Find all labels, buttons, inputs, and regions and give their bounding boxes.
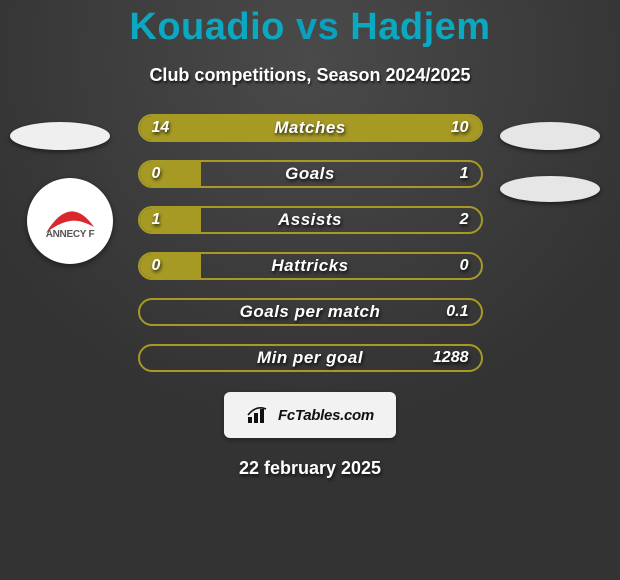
player-left-name: Kouadio (129, 6, 284, 48)
vs-label: vs (296, 6, 339, 48)
stat-label: Hattricks (140, 254, 481, 278)
stat-label: Matches (140, 116, 481, 140)
stat-row: Min per goal1288 (138, 344, 483, 372)
stat-value-right: 1 (460, 162, 469, 186)
player-right-name: Hadjem (350, 6, 490, 48)
stat-row: 0Hattricks0 (138, 252, 483, 280)
stat-value-right: 10 (451, 116, 469, 140)
team-logo-left: ANNECY F (27, 178, 113, 264)
fctables-badge: FcTables.com (224, 392, 396, 438)
stat-value-right: 0.1 (446, 300, 468, 324)
stat-value-right: 1288 (433, 346, 469, 370)
stat-row: 1Assists2 (138, 206, 483, 234)
stat-row: 0Goals1 (138, 160, 483, 188)
subtitle: Club competitions, Season 2024/2025 (0, 65, 620, 86)
fctables-icon (246, 405, 272, 425)
stat-label: Min per goal (140, 346, 481, 370)
stat-label: Goals per match (140, 300, 481, 324)
stat-label: Goals (140, 162, 481, 186)
stat-label: Assists (140, 208, 481, 232)
right-ellipse (500, 122, 600, 150)
stat-row: Goals per match0.1 (138, 298, 483, 326)
fctables-text: FcTables.com (278, 407, 374, 424)
page-title: Kouadio vs Hadjem (0, 0, 620, 49)
stat-row: 14Matches10 (138, 114, 483, 142)
date-label: 22 february 2025 (0, 458, 620, 479)
right-ellipse-2 (500, 176, 600, 202)
left-ellipse (10, 122, 110, 150)
stat-bars: 14Matches100Goals11Assists20Hattricks0Go… (138, 114, 483, 372)
stat-value-right: 2 (460, 208, 469, 232)
stat-value-right: 0 (460, 254, 469, 278)
annecy-logo-text: ANNECY F (27, 229, 113, 240)
